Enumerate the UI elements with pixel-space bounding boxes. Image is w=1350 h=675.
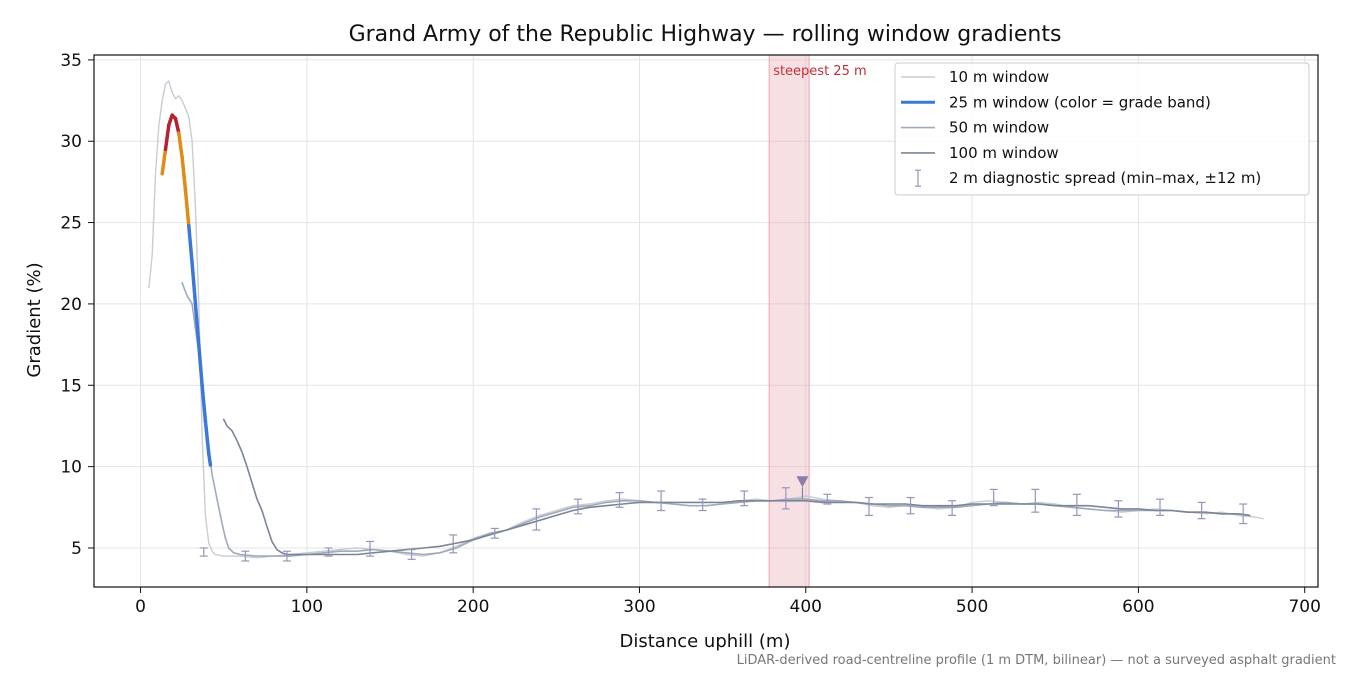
- series-line: [181, 282, 1251, 557]
- y-tick-label: 5: [71, 539, 82, 559]
- y-tick-label: 25: [60, 214, 82, 234]
- y-tick-label: 10: [60, 458, 82, 478]
- x-tick-label: 600: [1122, 597, 1154, 617]
- x-tick-label: 200: [457, 597, 489, 617]
- steepest-marker: [796, 476, 809, 488]
- series-25m-segment: [187, 224, 194, 265]
- series-line: [148, 80, 1264, 559]
- series-25m-segment: [160, 147, 168, 176]
- y-axis-label: Gradient (%): [24, 262, 45, 377]
- y-tick-label: 20: [60, 295, 82, 315]
- series-25m-segment: [190, 261, 198, 306]
- highlight-label: steepest 25 m: [773, 64, 866, 79]
- footnote: LiDAR-derived road-centreline profile (1…: [737, 653, 1336, 668]
- series-25m-segment: [197, 342, 204, 388]
- legend-label: 25 m window (color = grade band): [949, 93, 1211, 111]
- x-tick-label: 700: [1288, 597, 1320, 617]
- x-tick-label: 500: [956, 597, 988, 617]
- series-25m-segment: [180, 155, 188, 192]
- y-tick-label: 15: [60, 376, 82, 396]
- series-25m-segment: [177, 131, 184, 160]
- series-25m-segment: [193, 302, 201, 347]
- series-25m-segment: [207, 451, 213, 467]
- highlight-band: [769, 55, 810, 587]
- x-tick-label: 300: [623, 597, 655, 617]
- plot-frame: [93, 54, 1319, 588]
- series-25m-segment: [200, 383, 208, 423]
- chart-title: Grand Army of the Republic Highway — rol…: [349, 22, 1062, 47]
- legend-label: 100 m window: [949, 144, 1059, 162]
- x-tick-label: 100: [291, 597, 323, 617]
- legend-box: [894, 62, 1310, 196]
- legend-label: 2 m diagnostic spread (min–max, ±12 m): [949, 169, 1261, 187]
- series-25m-segment: [203, 419, 211, 456]
- legend-label: 50 m window: [949, 119, 1049, 137]
- x-tick-label: 0: [135, 597, 146, 617]
- plot-area: [148, 55, 1264, 587]
- legend-label: 10 m window: [949, 68, 1049, 86]
- series-25m-segment: [183, 188, 191, 228]
- series-25m-segment: [163, 123, 171, 152]
- x-tick-label: 400: [790, 597, 822, 617]
- y-tick-label: 35: [60, 51, 82, 71]
- legend: 10 m window 25 m window (color = grade ba…: [894, 62, 1310, 196]
- series-line: [222, 418, 1251, 556]
- y-tick-label: 30: [60, 132, 82, 152]
- x-axis-label: Distance uphill (m): [620, 631, 791, 652]
- series-25m-segment: [173, 116, 181, 135]
